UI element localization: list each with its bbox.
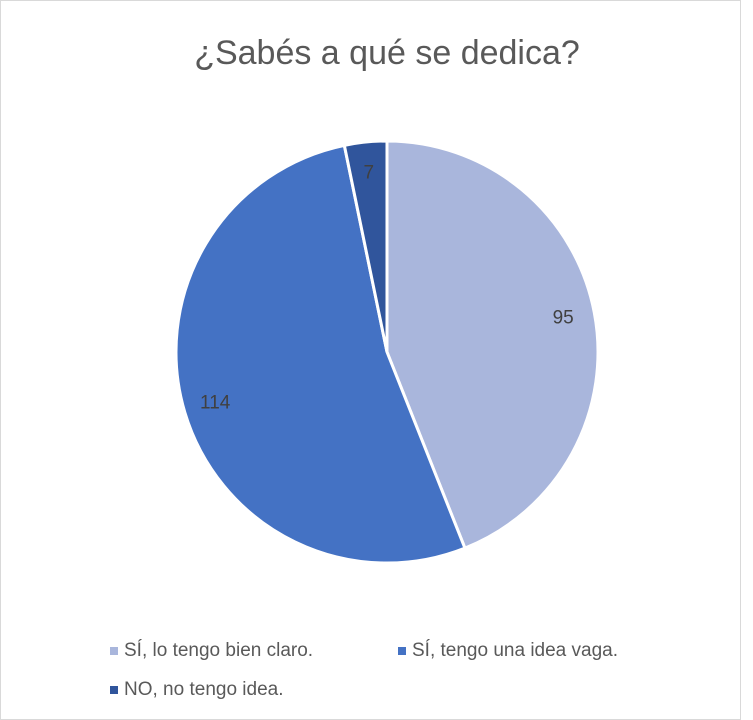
legend-swatch: [110, 647, 118, 655]
chart-title: ¿Sabés a qué se dedica?: [194, 34, 580, 72]
legend-label: SÍ, tengo una idea vaga.: [412, 640, 618, 661]
legend-label: NO, no tengo idea.: [124, 679, 284, 700]
pie-slice: [342, 139, 389, 353]
data-label: 114: [200, 392, 231, 413]
pie-slice: [174, 143, 467, 565]
pie-slice: [385, 139, 600, 551]
legend-label: SÍ, lo tengo bien claro.: [124, 640, 313, 661]
data-label: 95: [553, 307, 574, 328]
legend-swatch: [110, 686, 118, 694]
data-label: 7: [363, 163, 374, 184]
legend-swatch: [398, 647, 406, 655]
